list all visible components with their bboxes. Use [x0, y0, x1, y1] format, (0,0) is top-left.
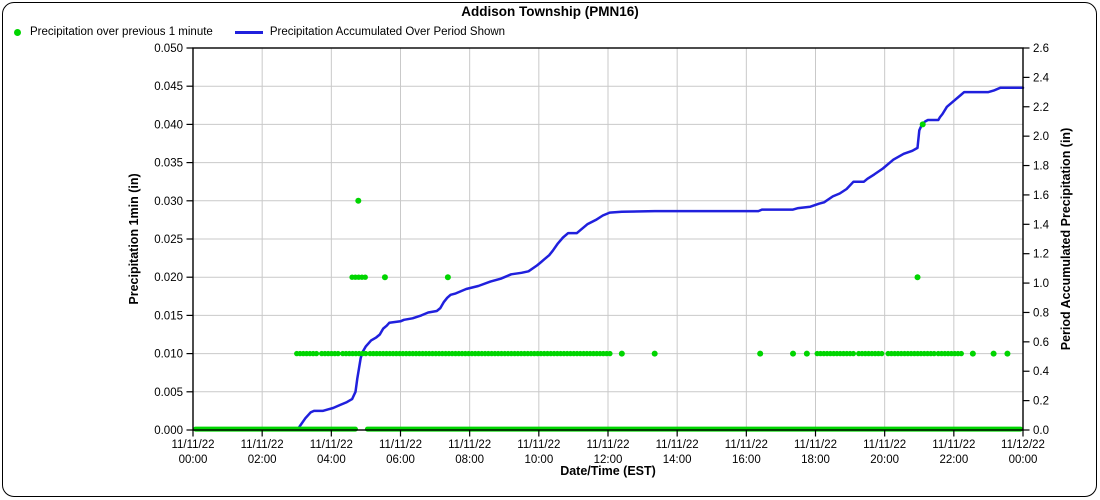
precip-dot	[355, 197, 362, 204]
x-tick-time-label: 16:00	[732, 454, 761, 466]
precip-dot	[803, 350, 810, 357]
x-tick-date-label: 11/11/22	[310, 439, 353, 451]
precip-dot	[1004, 350, 1011, 357]
precip-dot	[919, 121, 926, 128]
y-right-tick-label: 2.4	[1033, 72, 1050, 84]
legend-label-minute-precip: Precipitation over previous 1 minute	[30, 26, 213, 38]
y-left-tick-label: 0.020	[154, 272, 183, 284]
x-tick-time-label: 00:00	[1009, 454, 1038, 466]
x-tick-date-label: 11/11/22	[656, 439, 699, 451]
x-tick-date-label: 11/12/22	[1001, 439, 1045, 451]
chart-legend: Precipitation over previous 1 minute Pre…	[8, 26, 505, 38]
y-left-tick-label: 0.040	[154, 119, 183, 131]
x-tick-time-label: 00:00	[179, 454, 208, 466]
accumulated-precip-line	[296, 86, 1025, 432]
precip-dot	[444, 274, 451, 281]
precip-dot	[362, 274, 368, 280]
y-left-tick-label: 0.005	[154, 387, 183, 399]
legend-item-accumulated: Precipitation Accumulated Over Period Sh…	[213, 26, 505, 38]
y-right-tick-label: 0.6	[1033, 337, 1049, 349]
y-left-axis-title: Precipitation 1min (in)	[127, 173, 141, 304]
y-right-tick-label: 1.6	[1033, 190, 1049, 202]
green-dot-marker-icon	[14, 28, 21, 36]
chart-title: Addison Township (PMN16)	[461, 4, 639, 19]
x-tick-date-label: 11/11/22	[863, 439, 906, 451]
gridlines	[193, 48, 1023, 430]
y-left-tick-label: 0.045	[154, 81, 183, 93]
blue-line-marker-icon	[234, 30, 263, 34]
precip-dot	[313, 350, 320, 357]
zero-precip-bar	[193, 426, 358, 432]
precip-dot	[757, 350, 764, 357]
x-tick-time-label: 22:00	[939, 454, 968, 466]
x-tick-time-label: 10:00	[524, 454, 553, 466]
precip-dot	[651, 350, 658, 357]
x-tick-date-label: 11/11/22	[932, 439, 975, 451]
legend-label-accumulated: Precipitation Accumulated Over Period Sh…	[269, 26, 506, 38]
y-left-tick-label: 0.015	[154, 310, 183, 322]
y-right-tick-label: 0.0	[1033, 425, 1049, 437]
y-left-tick-label: 0.035	[154, 158, 183, 170]
y-right-tick-label: 2.0	[1033, 131, 1049, 143]
x-tick-date-label: 11/11/22	[241, 439, 284, 451]
x-tick-time-label: 20:00	[870, 454, 899, 466]
precip-dot	[969, 350, 976, 357]
y-right-tick-label: 1.4	[1033, 219, 1050, 231]
x-tick-time-label: 18:00	[801, 454, 830, 466]
zero-precip-bar	[364, 426, 1024, 432]
precip-dot	[931, 350, 937, 357]
x-tick-date-label: 11/11/22	[794, 439, 837, 451]
y-right-tick-label: 0.4	[1033, 366, 1050, 378]
y-right-tick-label: 1.0	[1033, 278, 1049, 290]
x-tick-date-label: 11/11/22	[379, 439, 422, 451]
y-right-tick-label: 2.6	[1033, 43, 1049, 55]
x-tick-date-label: 11/11/22	[586, 439, 629, 451]
y-right-tick-label: 1.8	[1033, 161, 1049, 173]
y-left-tick-label: 0.050	[154, 43, 183, 55]
y-right-tick-label: 2.2	[1033, 102, 1049, 114]
x-tick-date-label: 11/11/22	[517, 439, 560, 451]
y-left-tick-label: 0.000	[154, 425, 183, 437]
precip-dot	[335, 350, 341, 357]
x-tick-time-label: 02:00	[248, 454, 277, 466]
x-tick-time-label: 06:00	[386, 454, 415, 466]
precip-dot	[914, 274, 921, 281]
x-tick-date-label: 11/11/22	[725, 439, 768, 451]
x-axis-title: Date/Time (EST)	[560, 464, 656, 478]
precip-dot	[618, 350, 625, 357]
axes: 0.000 0.005 0.010 0.015 0.020 0.025 0.030 0.035…	[154, 43, 1049, 466]
y-right-tick-label: 0.2	[1033, 396, 1049, 408]
y-right-tick-label: 0.8	[1033, 307, 1049, 319]
x-tick-time-label: 04:00	[317, 454, 346, 466]
x-tick-time-label: 14:00	[663, 454, 692, 466]
legend-item-minute-precip: Precipitation over previous 1 minute	[8, 26, 213, 38]
y-right-tick-label: 1.2	[1033, 249, 1049, 261]
x-tick-time-label: 08:00	[455, 454, 484, 466]
precip-dot	[607, 350, 613, 357]
x-tick-date-label: 11/11/22	[448, 439, 491, 451]
precip-dot	[363, 350, 369, 357]
y-right-axis-title: Period Accumulated Precipitation (in)	[1059, 128, 1073, 351]
precip-dot	[381, 274, 388, 281]
precip-dot	[958, 350, 964, 357]
y-left-tick-label: 0.025	[154, 234, 183, 246]
x-tick-date-label: 11/11/22	[171, 439, 214, 451]
precip-dot	[790, 350, 797, 357]
data-series	[193, 86, 1025, 432]
y-left-tick-label: 0.010	[154, 349, 183, 361]
precip-dot	[879, 350, 885, 357]
precip-dot	[850, 350, 857, 357]
y-left-tick-label: 0.030	[154, 196, 183, 208]
x-tick-time-label: 12:00	[594, 454, 623, 466]
precip-dot	[990, 350, 997, 357]
